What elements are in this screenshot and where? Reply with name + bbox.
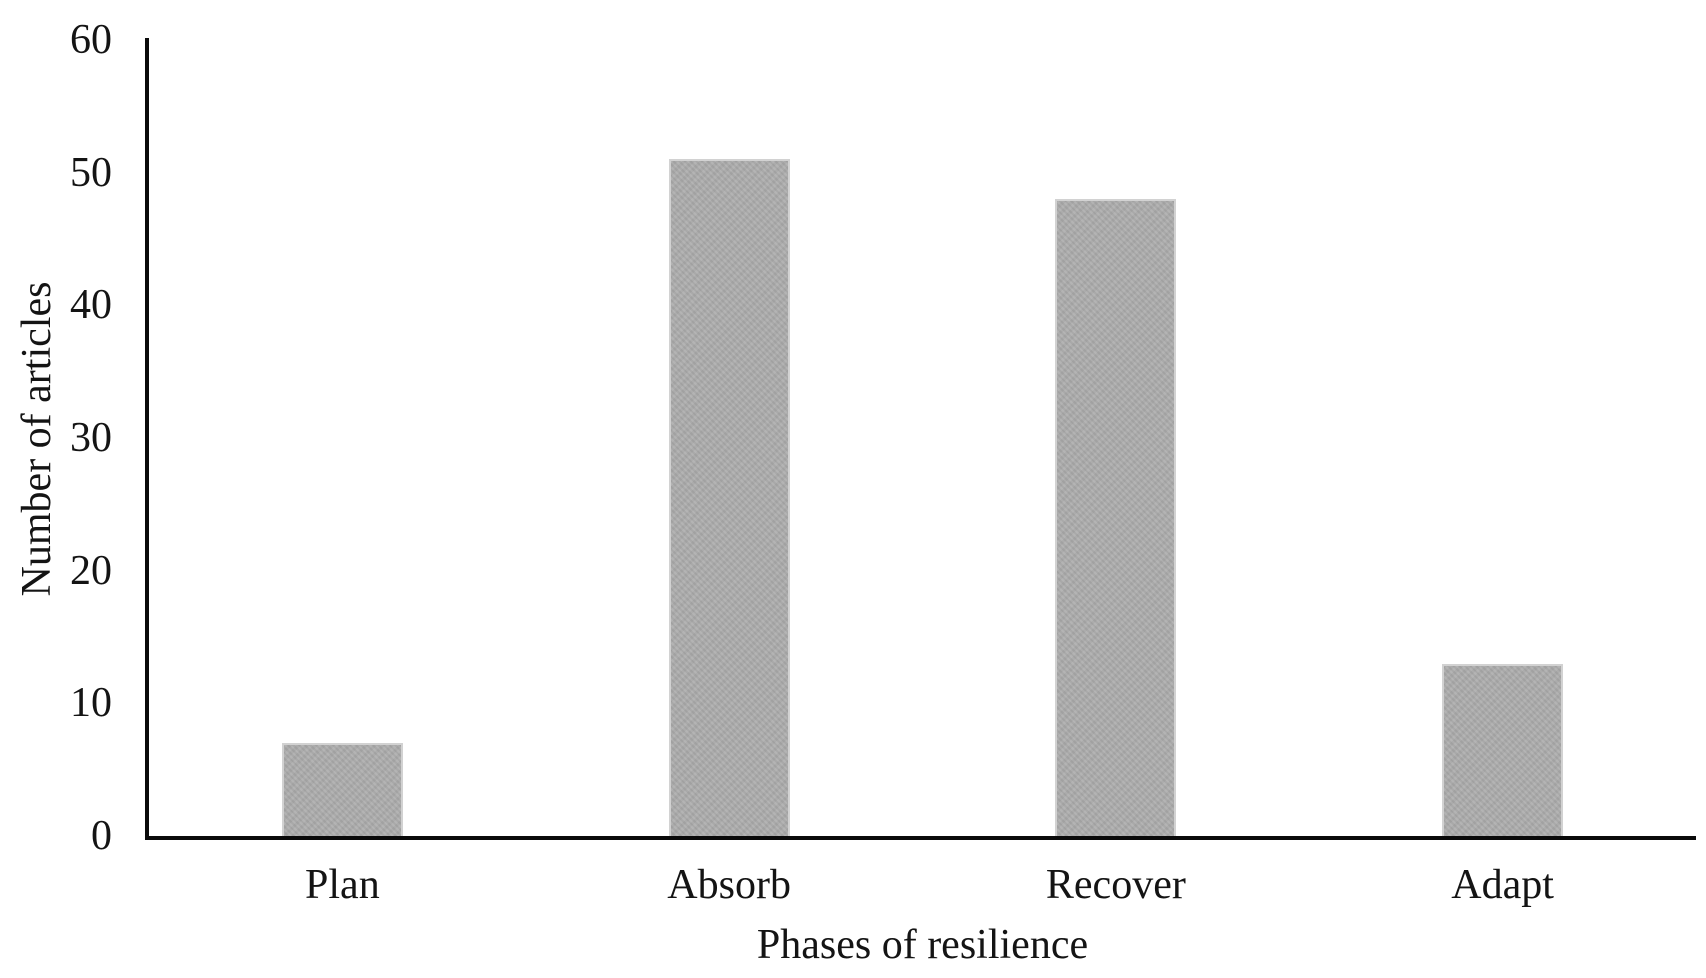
bar-plan — [281, 743, 403, 836]
y-tick-label-0: 0 — [91, 813, 112, 859]
x-category-label-plan: Plan — [305, 862, 380, 908]
x-axis-line — [145, 836, 1696, 840]
bars-container — [149, 40, 1696, 836]
y-tick-label-50: 50 — [70, 149, 112, 196]
bar-slot-plan — [149, 40, 536, 836]
y-tick-label-60: 60 — [70, 17, 112, 63]
y-tick-label-30: 30 — [70, 415, 112, 461]
x-axis-category-labels: Plan Absorb Recover Adapt — [149, 861, 1696, 909]
bar-absorb — [668, 159, 790, 836]
x-category-label-adapt: Adapt — [1451, 862, 1554, 908]
y-axis-tick-labels: 0 10 20 30 40 50 60 — [0, 19, 112, 857]
bar-slot-adapt — [1309, 40, 1696, 836]
y-tick-label-20: 20 — [70, 547, 112, 594]
bar-slot-absorb — [536, 40, 923, 836]
bar-adapt — [1442, 663, 1564, 836]
y-tick-label-40: 40 — [70, 282, 112, 329]
y-tick-label-10: 10 — [70, 680, 112, 727]
x-category-label-recover: Recover — [1045, 862, 1186, 908]
bar-slot-recover — [923, 40, 1310, 836]
x-category-label-absorb: Absorb — [667, 862, 791, 908]
x-axis-title: Phases of resilience — [756, 922, 1089, 968]
bar-recover — [1055, 199, 1177, 836]
y-axis-line — [145, 38, 149, 840]
